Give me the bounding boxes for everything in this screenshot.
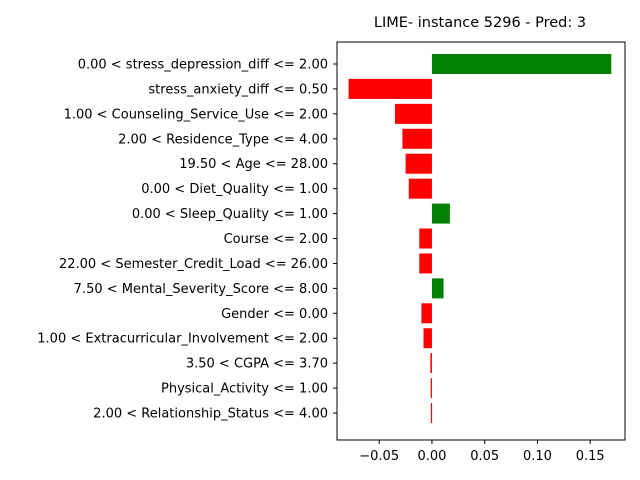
bar-2: [395, 103, 432, 124]
bar-5: [408, 178, 432, 199]
category-label-5: 0.00 < Diet_Quality <= 1.00: [141, 182, 328, 197]
category-label-4: 19.50 < Age <= 28.00: [179, 157, 328, 172]
bar-8: [419, 253, 432, 274]
bar-11: [423, 328, 432, 349]
category-label-13: Physical_Activity <= 1.00: [161, 382, 328, 397]
x-tick-label-1: 0.00: [417, 449, 446, 464]
bar-9: [431, 278, 444, 299]
bar-14: [430, 403, 433, 424]
x-axis: −0.05 0.00 0.05 0.10 0.15: [359, 440, 605, 464]
bar-13: [430, 378, 432, 399]
bars-group: [348, 54, 612, 424]
category-label-8: 22.00 < Semester_Credit_Load <= 26.00: [59, 257, 328, 272]
category-label-9: 7.50 < Mental_Severity_Score <= 8.00: [74, 282, 328, 297]
chart-title: LIME- instance 5296 - Pred: 3: [374, 15, 586, 31]
category-label-10: Gender <= 0.00: [221, 307, 328, 322]
x-tick-label-0: −0.05: [359, 449, 399, 464]
category-labels: 0.00 < stress_depression_diff <= 2.00 str…: [37, 58, 337, 422]
bar-6: [431, 203, 450, 224]
category-label-0: 0.00 < stress_depression_diff <= 2.00: [78, 58, 328, 73]
bar-4: [405, 153, 432, 174]
category-label-1: stress_anxiety_diff <= 0.50: [148, 82, 328, 97]
bar-10: [421, 303, 432, 324]
category-label-14: 2.00 < Relationship_Status <= 4.00: [93, 407, 328, 422]
plot-frame: [336, 41, 626, 441]
x-tick-label-4: 0.15: [576, 449, 605, 464]
category-label-2: 1.00 < Counseling_Service_Use <= 2.00: [64, 107, 328, 122]
bar-3: [402, 128, 432, 149]
category-label-6: 0.00 < Sleep_Quality <= 1.00: [132, 207, 328, 222]
bar-12: [430, 353, 432, 374]
x-tick-label-3: 0.10: [523, 449, 552, 464]
bar-7: [419, 228, 432, 249]
category-label-7: Course <= 2.00: [224, 232, 328, 247]
category-label-3: 2.00 < Residence_Type <= 4.00: [118, 132, 328, 147]
category-label-12: 3.50 < CGPA <= 3.70: [186, 357, 328, 372]
category-label-11: 1.00 < Extracurricular_Involvement <= 2.…: [37, 332, 328, 347]
x-tick-label-2: 0.05: [470, 449, 499, 464]
bar-0: [431, 54, 612, 74]
bar-1: [348, 78, 432, 99]
